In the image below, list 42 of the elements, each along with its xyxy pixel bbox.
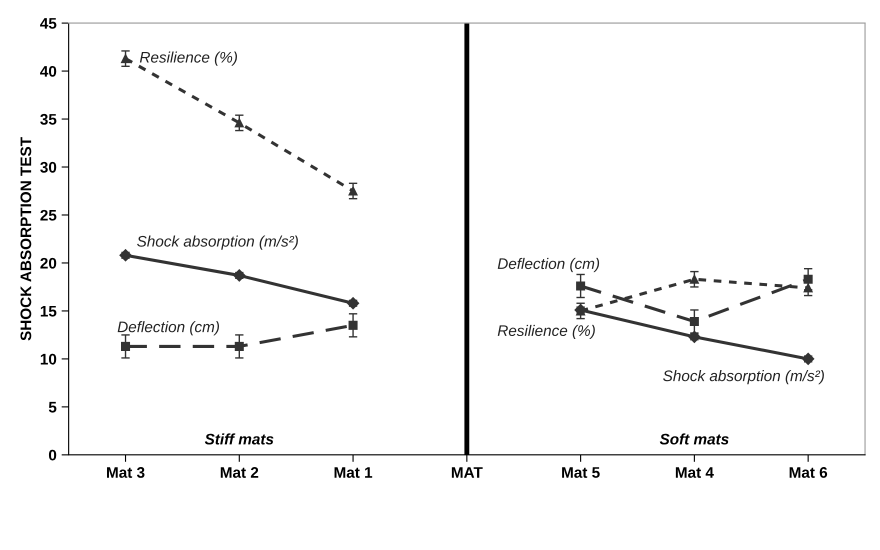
point [348,320,358,330]
series-label: Resilience (%) [140,51,237,66]
y-axis-title: SHOCK ABSORPTION TEST [20,137,32,341]
y-tick-label: 10 [40,354,56,365]
point [121,54,130,64]
series-label: Shock absorption (m/s²) [663,370,824,384]
point [121,342,130,351]
point [804,274,813,284]
point [234,118,244,128]
x-tick-label: Mat 5 [562,467,600,478]
point [690,274,699,284]
point [576,281,586,290]
y-tick-label: 5 [48,402,56,413]
x-tick-label: Mat 6 [790,467,828,478]
x-tick-label: Mat 2 [220,467,258,478]
point [688,330,700,343]
point [119,249,132,262]
x-tick-label: Mat 4 [676,467,714,478]
point [348,186,358,196]
y-tick-label: 30 [40,162,56,173]
point [233,269,246,282]
point [802,352,814,365]
y-tick-label: 0 [48,450,56,461]
series-label: Deflection (cm) [118,321,220,336]
x-tick-label: Mat 3 [107,467,144,478]
point [804,283,813,292]
annotation: Stiff mats [204,433,274,445]
y-tick-label: 35 [40,114,56,125]
point [690,316,699,326]
point [234,342,244,351]
y-tick-label: 40 [40,66,56,77]
x-tick-label: Mat 1 [334,467,372,478]
x-tick-label: MAT [452,467,483,478]
annotation: Soft mats [660,433,729,445]
series-label: Deflection (cm) [498,258,600,272]
y-tick-label: 25 [40,210,56,221]
y-tick-label: 20 [40,258,56,269]
point [346,297,360,310]
series-label: Shock absorption (m/s²) [137,235,298,250]
y-tick-label: 45 [40,18,56,29]
y-tick-label: 15 [40,306,56,317]
series-label: Resilience (%) [498,324,595,340]
